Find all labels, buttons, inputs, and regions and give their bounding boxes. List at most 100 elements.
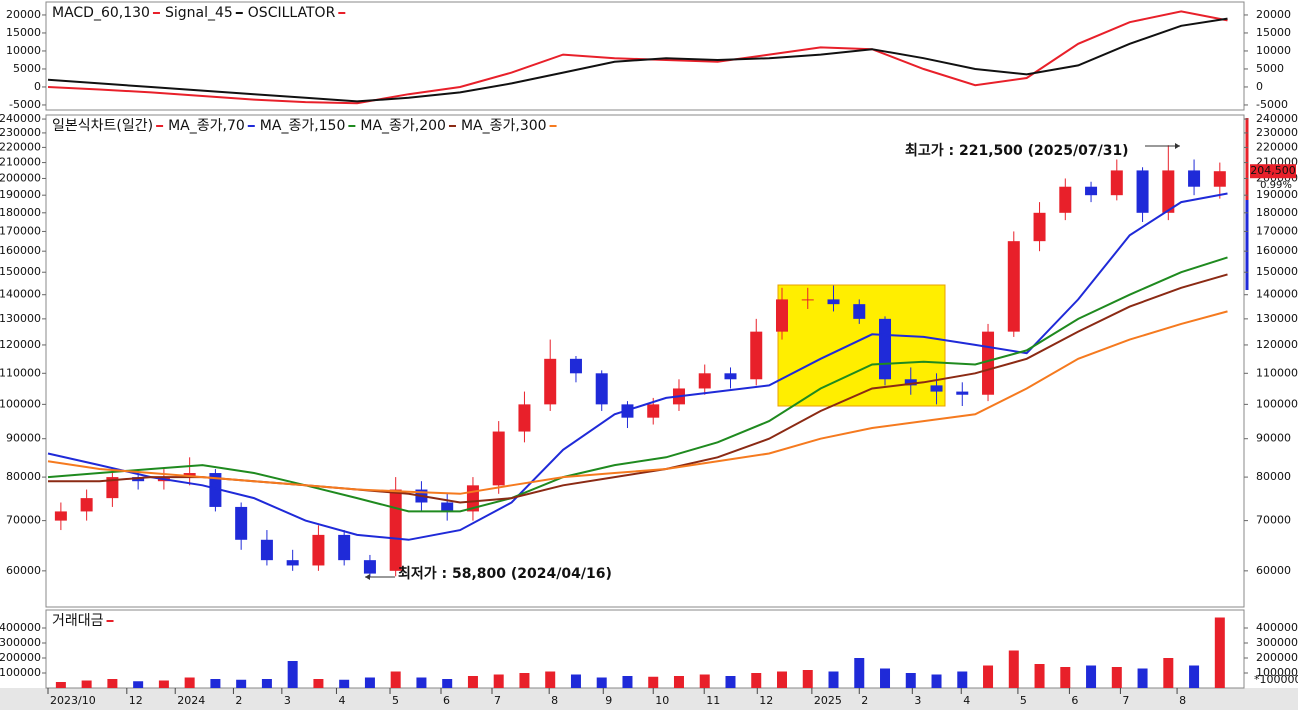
volume-bar: [261, 679, 272, 688]
y-tick-label-right: 0: [1256, 80, 1263, 93]
volume-bar: [699, 674, 710, 688]
candle-body: [801, 299, 814, 301]
x-tick-label: 6: [1071, 694, 1078, 707]
y-tick-label-right: 230000: [1256, 126, 1298, 139]
volume-bar: [1214, 617, 1225, 688]
y-tick-label: 100000: [0, 397, 41, 410]
y-tick-label: 300000: [0, 636, 41, 649]
y-tick-label-right: 90000: [1256, 432, 1291, 445]
last-price-box: [1250, 164, 1296, 179]
y-tick-label-right: 60000: [1256, 564, 1291, 577]
y-tick-label-right: 220000: [1256, 140, 1298, 153]
candle-body: [1110, 170, 1123, 196]
annotation-high: 최고가 : 221,500 (2025/07/31): [905, 143, 1129, 159]
volume-bar: [931, 674, 942, 688]
volume-bar: [725, 676, 736, 688]
candle-body: [1007, 241, 1020, 332]
y-tick-label-right: 15000: [1256, 26, 1291, 39]
volume-bar: [1111, 667, 1122, 688]
y-tick-label: 5000: [13, 62, 41, 75]
y-tick-label: 120000: [0, 338, 41, 351]
volume-bar: [1060, 667, 1071, 688]
volume-bar: [1008, 650, 1019, 688]
volume-bar: [1163, 658, 1174, 688]
candle-body: [492, 431, 505, 486]
x-tick-label: 11: [706, 694, 720, 707]
y-tick-label-right: 120000: [1256, 338, 1298, 351]
volume-bar: [313, 679, 324, 688]
x-tick-label: 3: [914, 694, 921, 707]
annotation-low: 최저가 : 58,800 (2024/04/16): [398, 566, 612, 582]
y-tick-label-right: 140000: [1256, 288, 1298, 301]
x-tick-label: 7: [494, 694, 501, 707]
candle-body: [183, 473, 196, 478]
candle-body: [132, 477, 145, 482]
legend-label: MA_종가,150: [260, 118, 346, 134]
x-tick-label: 2024: [177, 694, 205, 707]
volume-bar: [210, 679, 221, 688]
highlight-box: [777, 284, 946, 407]
price-frame: [45, 114, 1245, 608]
x-tick-label: 8: [1179, 694, 1186, 707]
candle-body: [698, 373, 711, 389]
y-tick-label: 150000: [0, 265, 41, 278]
candle-body: [363, 560, 376, 574]
volume-bar: [442, 679, 453, 688]
candle-body: [904, 379, 917, 386]
y-tick-label-right: 5000: [1256, 62, 1284, 75]
volume-bar: [416, 677, 427, 688]
y-tick-label-right: 110000: [1256, 366, 1298, 379]
candle-body: [441, 502, 454, 512]
y-tick-label-right: 170000: [1256, 224, 1298, 237]
volume-bar: [880, 668, 891, 688]
volume-bar: [390, 671, 401, 688]
x-tick-label: 4: [963, 694, 970, 707]
candle-body: [1136, 170, 1149, 213]
x-tick-label: 6: [443, 694, 450, 707]
y-tick-label: 160000: [0, 244, 41, 257]
legend-label: 거래대금: [52, 613, 104, 629]
y-tick-label: 210000: [0, 156, 41, 169]
y-tick-label-right: 160000: [1256, 244, 1298, 257]
volume-bar: [622, 676, 633, 688]
candle-body: [956, 391, 969, 395]
x-tick-label: 5: [1020, 694, 1027, 707]
y-tick-label: 110000: [0, 366, 41, 379]
y-tick-label: 220000: [0, 140, 41, 153]
last-price-label: 204,500: [1250, 164, 1296, 177]
y-tick-label: 80000: [6, 470, 41, 483]
ma-line: [47, 310, 1228, 495]
candle-body: [1033, 212, 1046, 242]
annotation-arrowhead: [365, 574, 370, 580]
volume-bar: [133, 681, 144, 688]
y-tick-label: 140000: [0, 288, 41, 301]
volume-bar: [55, 682, 66, 688]
x-tick-label: 2: [861, 694, 868, 707]
y-tick-label: 230000: [0, 126, 41, 139]
volume-bar: [519, 673, 530, 688]
candle-body: [827, 299, 840, 305]
y-tick-label: 10000: [6, 44, 41, 57]
ma-line: [47, 256, 1228, 513]
x-tick-label: 8: [551, 694, 558, 707]
y-tick-label: 70000: [6, 514, 41, 527]
candle-body: [312, 534, 325, 566]
candle-body: [544, 358, 557, 405]
candle-body: [750, 331, 763, 380]
x-tick-label: 12: [759, 694, 773, 707]
y-tick-label-right: -5000: [1256, 98, 1288, 111]
y-tick-label-right: 180000: [1256, 206, 1298, 219]
series-line: [47, 17, 1228, 103]
y-tick-label-right: 10000: [1256, 44, 1291, 57]
y-tick-label-right: 20000: [1256, 8, 1291, 21]
y-tick-label-right: 80000: [1256, 470, 1291, 483]
x-tick-label: 10: [655, 694, 669, 707]
x-tick-label: 9: [605, 694, 612, 707]
candle-body: [595, 373, 608, 405]
candle-body: [879, 318, 892, 380]
volume-frame: [45, 609, 1245, 689]
unit-label: *100000: [1254, 673, 1298, 686]
volume-bar: [236, 679, 247, 688]
